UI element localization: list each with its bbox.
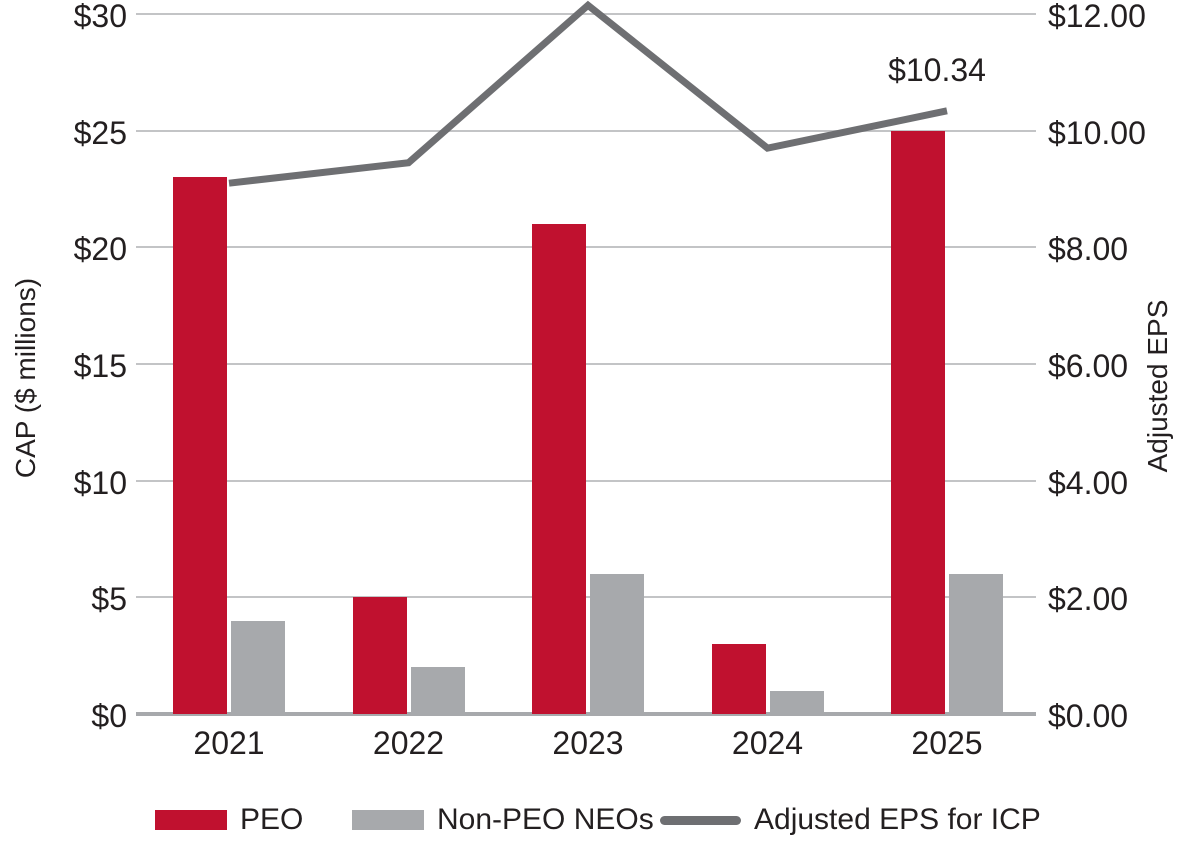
legend-item-peo: PEO xyxy=(155,799,303,841)
non-peo-bar-2023 xyxy=(590,574,644,714)
x-axis-label-2021: 2021 xyxy=(193,725,265,761)
right-axis-tick: $8.00 xyxy=(1048,231,1129,268)
x-axis-baseline xyxy=(136,712,1036,716)
eps-line-swatch-icon xyxy=(660,815,741,825)
peo-swatch-icon xyxy=(155,810,227,830)
legend: PEO Non-PEO NEOs Adjusted EPS for ICP xyxy=(0,799,1184,841)
left-axis-tick: $20 xyxy=(73,231,127,268)
left-axis-tick: $10 xyxy=(73,464,127,501)
legend-label-non-peo-neos: Non-PEO NEOs xyxy=(437,803,654,836)
legend-label-adjusted-eps: Adjusted EPS for ICP xyxy=(754,803,1041,836)
right-axis-title: Adjusted EPS xyxy=(1142,299,1173,473)
left-axis-tick: $0 xyxy=(91,698,127,734)
non-peo-bar-2021 xyxy=(231,620,285,714)
peo-bar-2024 xyxy=(711,644,766,714)
non-peo-bar-2025 xyxy=(949,574,1003,714)
right-axis-tick: $2.00 xyxy=(1048,581,1129,618)
x-axis-label-2025: 2025 xyxy=(911,725,983,761)
gridline xyxy=(136,363,1036,365)
right-axis-tick: $6.00 xyxy=(1048,348,1129,384)
gridline xyxy=(136,13,1036,15)
legend-item-adjusted-eps: Adjusted EPS for ICP xyxy=(660,799,1041,841)
left-axis-tick: $5 xyxy=(91,581,127,618)
gridline xyxy=(136,246,1036,249)
gridline xyxy=(136,596,1036,599)
left-axis-title: CAP ($ millions) xyxy=(10,277,41,479)
eps-point-annotation: $10.34 xyxy=(888,52,986,88)
peo-bar-2023 xyxy=(532,224,586,714)
x-axis-label-2022: 2022 xyxy=(372,725,445,761)
x-axis-label-2023: 2023 xyxy=(552,725,624,761)
right-axis-tick: $0.00 xyxy=(1048,698,1129,734)
peo-bar-2025 xyxy=(891,130,945,714)
non-peo-bar-2024 xyxy=(769,690,824,714)
gridline xyxy=(136,479,1036,482)
legend-label-peo: PEO xyxy=(240,803,304,836)
non-peo-neos-swatch-icon xyxy=(352,810,424,830)
peo-bar-2021 xyxy=(173,177,227,714)
left-axis-tick: $25 xyxy=(73,114,127,151)
peo-bar-2022 xyxy=(352,597,407,714)
left-axis-tick: $30 xyxy=(73,0,127,34)
right-axis-tick: $10.00 xyxy=(1048,114,1146,151)
non-peo-bar-2022 xyxy=(410,667,465,714)
x-axis-label-2024: 2024 xyxy=(731,725,804,761)
right-axis-tick: $4.00 xyxy=(1048,464,1129,501)
left-axis-tick: $15 xyxy=(73,348,127,384)
legend-item-non-peo-neos: Non-PEO NEOs xyxy=(352,799,654,841)
right-axis-tick: $12.00 xyxy=(1048,0,1146,34)
